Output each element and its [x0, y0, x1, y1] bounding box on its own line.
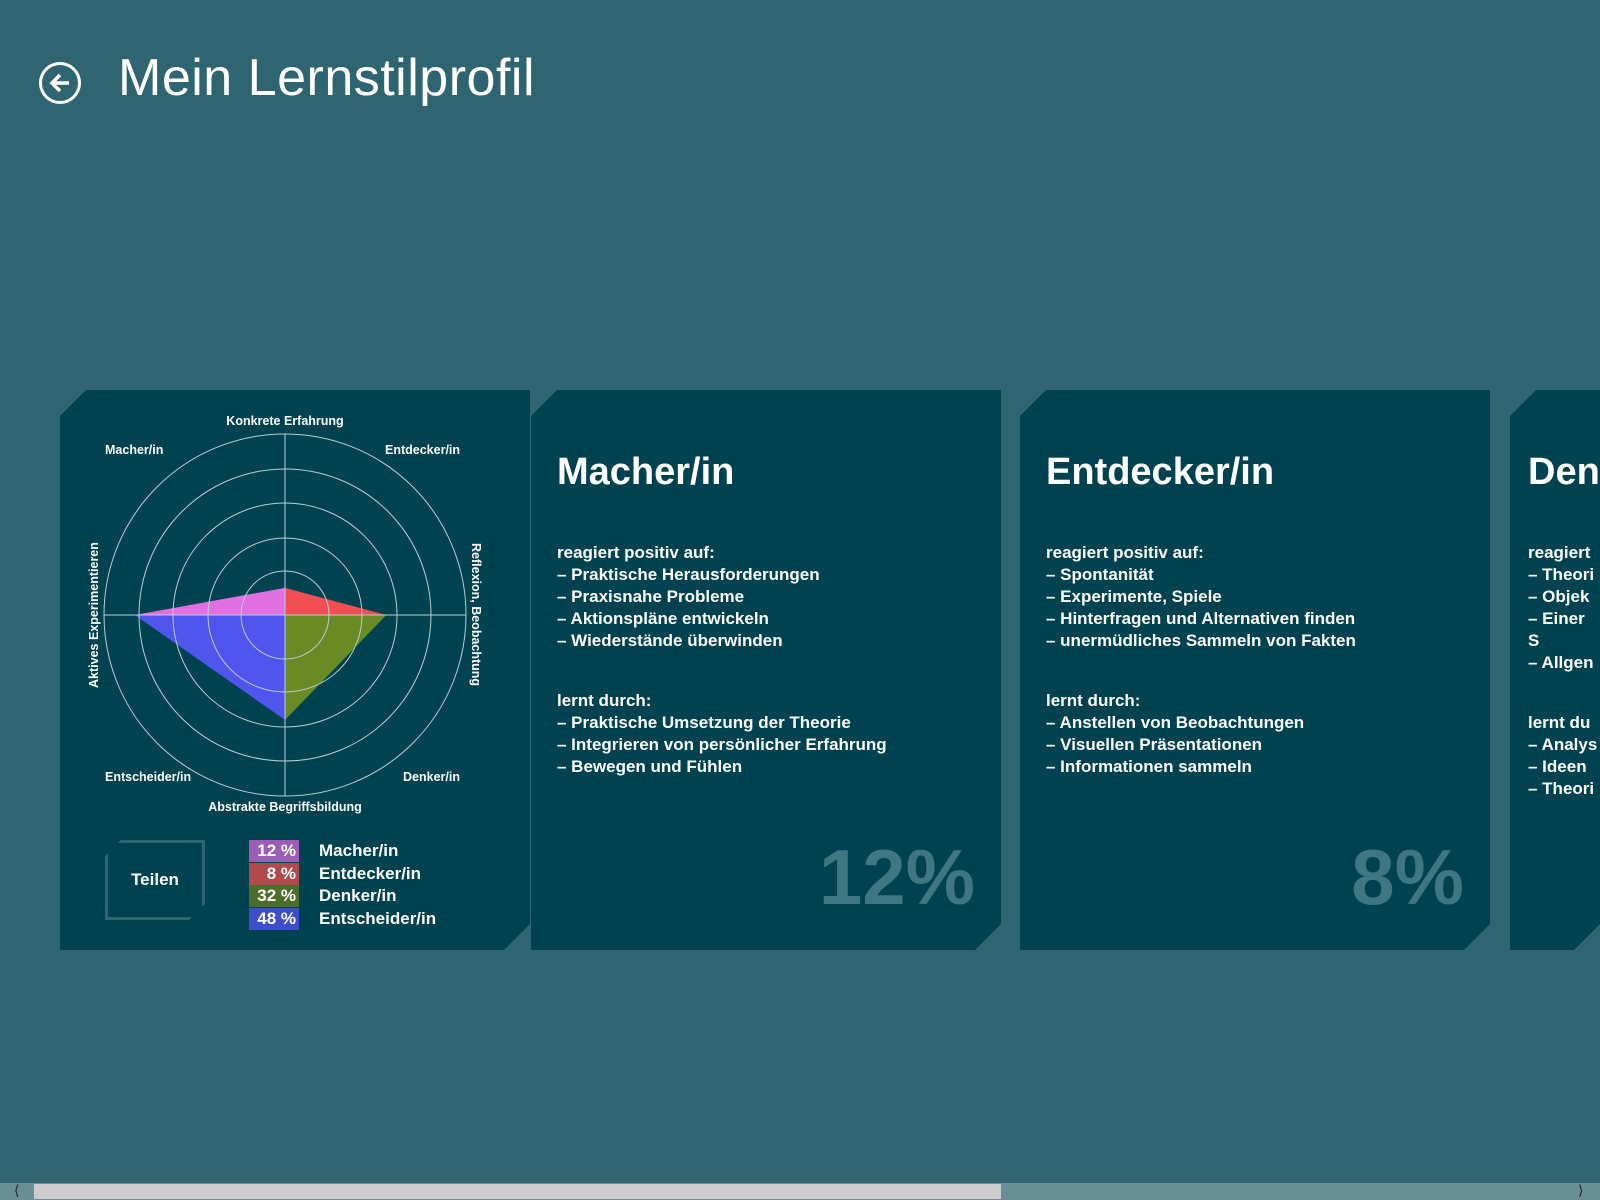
list-item: – Praktische Umsetzung der Theorie	[557, 713, 851, 732]
quadrant-label-entdecker: Entdecker/in	[385, 443, 461, 457]
positive-heading: reagiert positiv auf:	[557, 543, 715, 562]
entdecker-area	[285, 588, 386, 615]
legend-value: 48 %	[249, 908, 299, 930]
card-title: Den	[1528, 451, 1600, 493]
legend-name: Denker/in	[319, 886, 397, 906]
learning-style-card[interactable]: Macher/in reagiert positiv auf: – Praktisc…	[531, 390, 1001, 950]
axis-label-left: Aktives Experimentieren	[87, 542, 101, 688]
list-item: – Bewegen und Fühlen	[557, 757, 743, 776]
list-item: – Analys	[1528, 735, 1598, 754]
axis-label-bottom: Abstrakte Begriffsbildung	[208, 800, 362, 814]
card-title: Macher/in	[557, 451, 735, 493]
list-item: – Objek	[1528, 587, 1590, 606]
list-item: – Experimente, Spiele	[1046, 587, 1222, 606]
quadrant-label-macher: Macher/in	[105, 443, 164, 457]
list-item: – Allgen	[1528, 653, 1594, 672]
legend-name: Macher/in	[319, 841, 399, 861]
list-item: – Theori	[1528, 565, 1595, 584]
card-title: Entdecker/in	[1046, 451, 1275, 493]
list-item: – Spontanität	[1046, 565, 1154, 584]
legend-item: 48 % Entscheider/in	[249, 908, 436, 931]
legend-item: 32 % Denker/in	[249, 885, 436, 908]
legend-value: 12 %	[249, 840, 299, 862]
denker-area	[285, 615, 386, 720]
legend-item: 12 % Macher/in	[249, 840, 436, 863]
quadrant-label-denker: Denker/in	[403, 770, 460, 784]
legend-name: Entscheider/in	[319, 908, 437, 928]
radar-chart	[60, 390, 510, 830]
list-item: – Einer S	[1528, 609, 1585, 650]
macher-area	[135, 588, 285, 615]
list-item: – Praxisnahe Probleme	[557, 587, 745, 606]
learn-heading: lernt durch:	[557, 691, 652, 710]
legend-item: 8 % Entdecker/in	[249, 863, 436, 886]
list-item: – Theori	[1528, 779, 1595, 798]
card-text: reagiert positiv auf: – Spontanität – Expe…	[1046, 542, 1356, 778]
card-percent: 12%	[818, 833, 975, 921]
legend-name: Entdecker/in	[319, 863, 422, 883]
quadrant-label-entscheider: Entscheider/in	[105, 770, 192, 784]
scroll-left-icon[interactable]: ⟨	[14, 1182, 20, 1198]
list-item: – Wiederstände überwinden	[557, 631, 783, 650]
share-button[interactable]: Teilen	[105, 840, 205, 920]
list-item: – Integrieren von persönlicher Erfahrung	[557, 735, 887, 754]
list-item: – Ideen	[1528, 757, 1587, 776]
learn-heading: lernt du	[1528, 713, 1591, 732]
legend: 12 % Macher/in 8 % Entdecker/in 32 % Denker…	[249, 840, 436, 930]
scrollbar-thumb[interactable]	[34, 1184, 1001, 1199]
page-title: Mein Lernstilprofil	[118, 49, 535, 107]
axis-label-top: Konkrete Erfahrung	[226, 414, 344, 428]
entscheider-area	[135, 615, 285, 720]
list-item: – Aktionspläne entwickeln	[557, 609, 769, 628]
card-text: reagiert – Theori – Objek – Einer S – Allgen…	[1528, 542, 1600, 800]
card-percent: 8%	[1351, 833, 1464, 921]
arrow-left-icon	[49, 73, 69, 93]
axis-label-right: Reflexion, Beobachtung	[469, 543, 483, 687]
back-button[interactable]	[39, 62, 81, 104]
learning-style-card[interactable]: Den reagiert – Theori – Objek – Einer S – All…	[1510, 390, 1600, 950]
legend-value: 32 %	[249, 885, 299, 907]
list-item: – Visuellen Präsentationen	[1046, 735, 1263, 754]
list-item: – Praktische Herausforderungen	[557, 565, 820, 584]
learn-heading: lernt durch:	[1046, 691, 1141, 710]
list-item: – unermüdliches Sammeln von Fakten	[1046, 631, 1356, 650]
horizontal-scrollbar[interactable]: ⟨ ⟩	[0, 1182, 1600, 1200]
list-item: – Hinterfragen und Alternativen finden	[1046, 609, 1356, 628]
positive-heading: reagiert positiv auf:	[1046, 543, 1204, 562]
list-item: – Anstellen von Beobachtungen	[1046, 713, 1305, 732]
scroll-right-icon[interactable]: ⟩	[1578, 1182, 1584, 1198]
list-item: – Informationen sammeln	[1046, 757, 1252, 776]
learning-style-card[interactable]: Entdecker/in reagiert positiv auf: – Spont…	[1020, 390, 1490, 950]
profile-chart-card: Konkrete Erfahrung Abstrakte Begriffsbil…	[60, 390, 530, 950]
legend-value: 8 %	[249, 863, 299, 885]
card-text: reagiert positiv auf: – Praktische Heraus…	[557, 542, 887, 778]
positive-heading: reagiert	[1528, 543, 1591, 562]
